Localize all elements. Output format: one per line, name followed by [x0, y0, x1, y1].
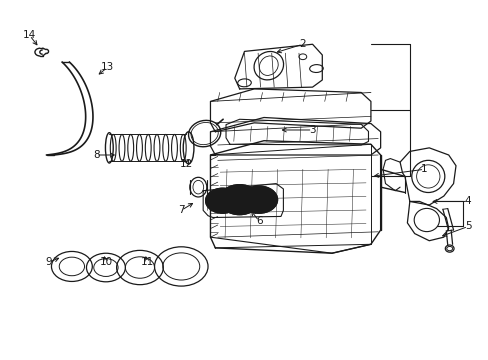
Text: 7: 7: [178, 205, 184, 215]
Circle shape: [219, 185, 260, 215]
Text: 13: 13: [101, 63, 114, 72]
Text: 10: 10: [99, 257, 112, 267]
Text: 8: 8: [93, 150, 100, 160]
Text: 2: 2: [299, 39, 305, 49]
Circle shape: [205, 188, 239, 213]
Circle shape: [240, 186, 277, 213]
Text: 4: 4: [464, 197, 470, 206]
Text: 14: 14: [23, 30, 36, 40]
Text: 6: 6: [255, 216, 262, 226]
Text: 3: 3: [308, 125, 315, 135]
Text: 9: 9: [46, 257, 52, 267]
Text: 5: 5: [464, 221, 470, 231]
Text: 12: 12: [179, 159, 192, 169]
Text: 11: 11: [141, 257, 154, 267]
Text: 1: 1: [420, 164, 427, 174]
